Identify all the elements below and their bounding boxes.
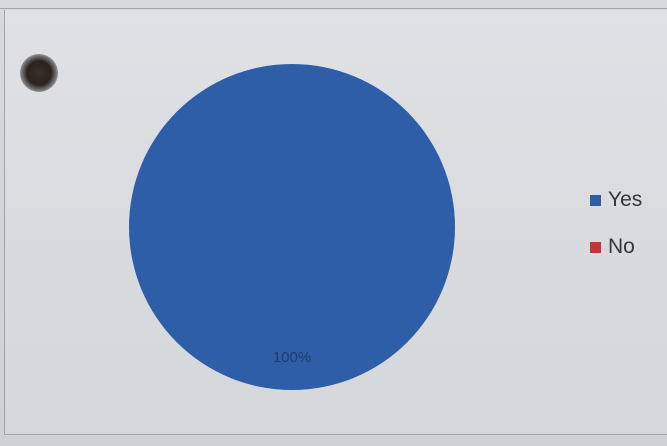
legend-item-yes: Yes <box>590 188 642 212</box>
top-border <box>0 8 667 9</box>
pushpin-icon <box>20 54 58 92</box>
data-label-0: 100% <box>273 349 311 366</box>
legend-swatch-yes <box>590 194 601 206</box>
legend-label-no: No <box>608 235 635 258</box>
pie-slice-yes <box>129 64 455 390</box>
legend: Yes No <box>590 188 642 282</box>
legend-item-no: No <box>590 235 642 259</box>
legend-label-yes: Yes <box>608 188 643 211</box>
legend-swatch-no <box>590 241 601 253</box>
